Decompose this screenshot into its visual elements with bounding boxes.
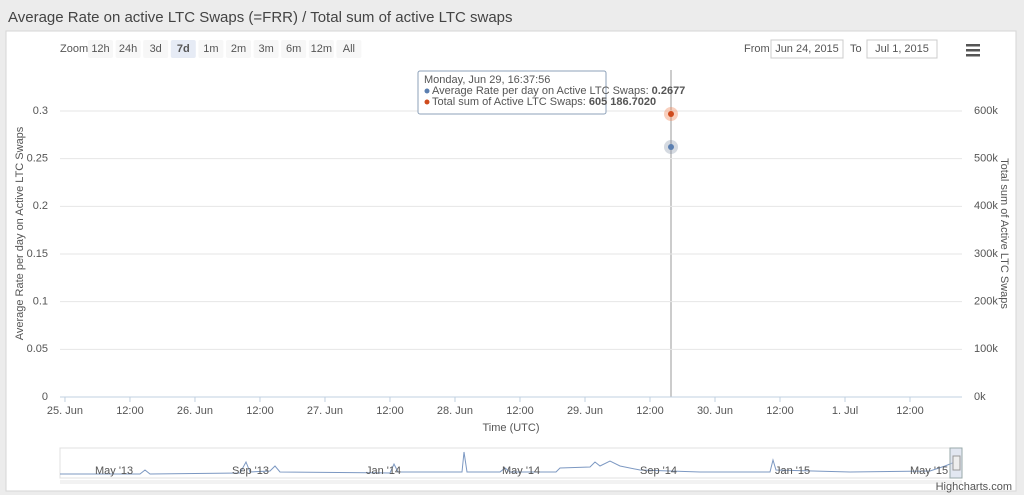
from-label: From — [744, 43, 770, 55]
x-tick-label: 25. Jun — [47, 405, 83, 417]
tooltip-label: Total sum of Active LTC Swaps: — [432, 96, 586, 108]
y-tick-label: 0.1 — [33, 296, 48, 308]
from-value[interactable]: Jun 24, 2015 — [775, 43, 839, 55]
hover-dot — [668, 144, 674, 150]
range-button[interactable] — [308, 40, 334, 58]
range-button[interactable] — [336, 40, 362, 58]
navigator-label: Jan '14 — [366, 465, 401, 477]
x-tick-label: 26. Jun — [177, 405, 213, 417]
tooltip-bullet — [424, 88, 430, 94]
range-button[interactable] — [226, 40, 251, 58]
y2-tick-label: 100k — [974, 343, 998, 355]
x-tick-label: 12:00 — [636, 405, 664, 417]
scrollbar[interactable] — [60, 480, 962, 484]
range-button-label[interactable]: 24h — [119, 43, 137, 55]
tooltip-box — [417, 70, 607, 115]
tooltip-value: 0.2677 — [652, 85, 686, 97]
navigator-label: May '13 — [95, 465, 133, 477]
y-tick-label: 0.05 — [27, 343, 48, 355]
range-button-label[interactable]: 12m — [311, 43, 332, 55]
tooltip-title: Monday, Jun 29, 16:37:56 — [424, 74, 550, 86]
to-value[interactable]: Jul 1, 2015 — [875, 43, 929, 55]
hover-dot — [668, 111, 674, 117]
y2-tick-label: 600k — [974, 105, 998, 117]
credits: Highcharts.com — [936, 481, 1012, 493]
x-tick-label: 12:00 — [766, 405, 794, 417]
navigator-handle[interactable] — [952, 455, 961, 471]
zoom-label: Zoom — [60, 43, 88, 55]
y-tick-label: 0.2 — [33, 200, 48, 212]
y-tick-label: 0.15 — [27, 248, 48, 260]
to-input[interactable] — [866, 39, 938, 59]
tooltip-value: 605 186.7020 — [589, 96, 656, 108]
x-axis-title: Time (UTC) — [482, 422, 539, 434]
x-tick-label: 12:00 — [116, 405, 144, 417]
range-button[interactable] — [115, 40, 141, 58]
y-tick-label: 0.25 — [27, 153, 48, 165]
y2-tick-label: 500k — [974, 153, 998, 165]
navigator-label: Jan '15 — [775, 465, 810, 477]
navigator-label: Sep '13 — [232, 465, 269, 477]
chart-title: Average Rate on active LTC Swaps (=FRR) … — [8, 9, 513, 26]
range-button-label[interactable]: 12h — [91, 43, 109, 55]
range-button[interactable] — [198, 40, 224, 58]
x-tick-label: 1. Jul — [832, 405, 858, 417]
x-tick-label: 12:00 — [506, 405, 534, 417]
range-button-label[interactable]: 3m — [258, 43, 273, 55]
menu-bar — [966, 49, 980, 52]
menu-bar — [966, 54, 980, 57]
to-label: To — [850, 43, 862, 55]
range-button[interactable] — [253, 40, 279, 58]
navigator-line — [60, 451, 956, 475]
tooltip-bullet — [424, 99, 430, 105]
range-button-label[interactable]: All — [343, 43, 355, 55]
y2-tick-label: 300k — [974, 248, 998, 260]
range-button[interactable] — [170, 40, 196, 58]
range-button[interactable] — [143, 40, 169, 58]
y2-tick-label: 400k — [974, 200, 998, 212]
x-tick-label: 28. Jun — [437, 405, 473, 417]
y2-axis-title: Total sum of Active LTC Swaps — [998, 158, 1010, 309]
x-tick-label: 30. Jun — [697, 405, 733, 417]
x-tick-label: 27. Jun — [307, 405, 343, 417]
range-button-label[interactable]: 6m — [286, 43, 301, 55]
menu-bar — [966, 44, 980, 47]
y-tick-label: 0.3 — [33, 105, 48, 117]
tooltip-label: Average Rate per day on Active LTC Swaps… — [432, 85, 649, 97]
x-tick-label: 12:00 — [896, 405, 924, 417]
y-tick-label: 0 — [42, 391, 48, 403]
navigator-label: Sep '14 — [640, 465, 677, 477]
x-tick-label: 12:00 — [376, 405, 404, 417]
navigator-label: May '15 — [910, 465, 948, 477]
range-button-label[interactable]: 7d — [177, 43, 190, 55]
y2-tick-label: 200k — [974, 296, 998, 308]
x-tick-label: 12:00 — [246, 405, 274, 417]
menu-button[interactable] — [966, 44, 980, 57]
range-button-label[interactable]: 3d — [150, 43, 162, 55]
y-axis-title: Average Rate per day on Active LTC Swaps — [14, 126, 26, 340]
navigator-label: May '14 — [502, 465, 540, 477]
from-input[interactable] — [770, 39, 844, 59]
range-button-label[interactable]: 2m — [231, 43, 246, 55]
x-tick-label: 29. Jun — [567, 405, 603, 417]
y2-tick-label: 0k — [974, 391, 986, 403]
range-button[interactable] — [88, 40, 113, 58]
range-button-label[interactable]: 1m — [203, 43, 218, 55]
range-button[interactable] — [281, 40, 307, 58]
